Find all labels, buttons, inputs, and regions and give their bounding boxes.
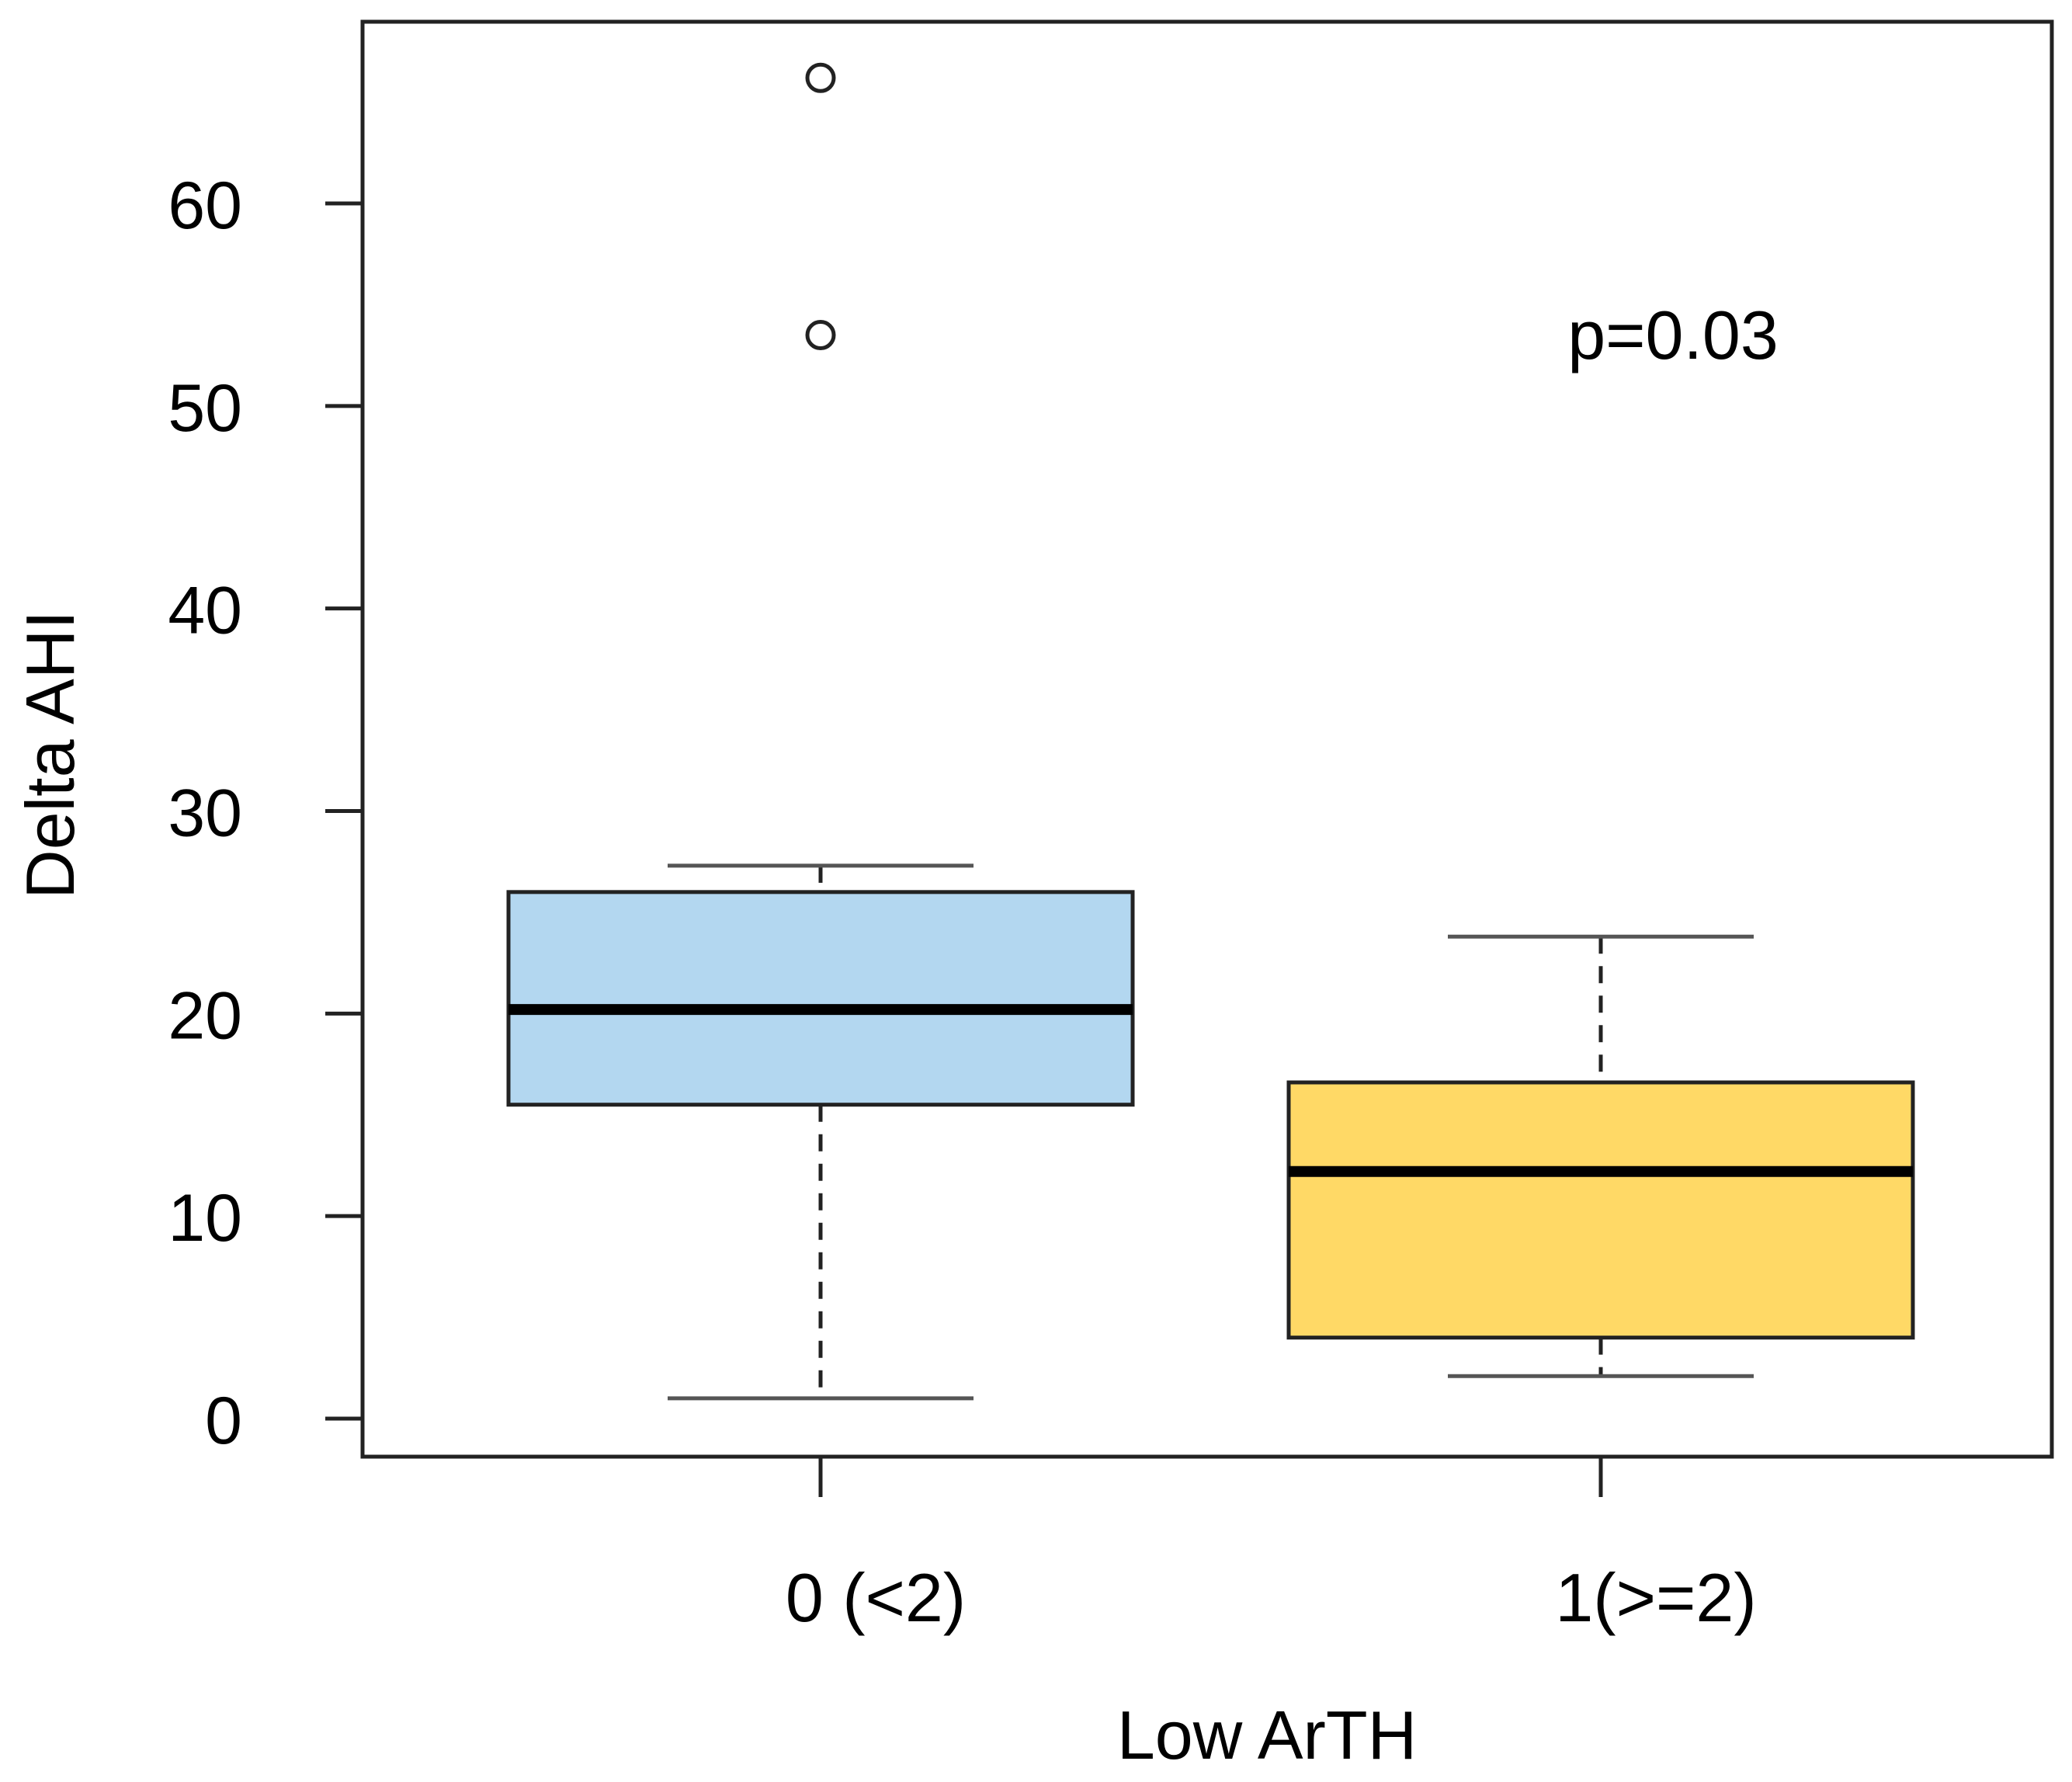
boxes-layer	[506, 62, 1915, 1401]
y-tick-label: 20	[168, 978, 242, 1053]
p-value-annotation: p=0.03	[1567, 297, 1779, 373]
outlier-point	[805, 62, 836, 93]
y-tick-label: 30	[168, 776, 242, 851]
y-tick-label: 60	[168, 168, 242, 243]
iqr-box	[506, 890, 1135, 1107]
iqr-box	[1286, 1080, 1915, 1340]
y-tick-label: 40	[168, 574, 242, 648]
x-axis-title: Low ArTH	[1117, 1697, 1417, 1773]
box-group	[506, 62, 1135, 1401]
y-tick-label: 50	[168, 371, 242, 446]
y-tick-label: 10	[168, 1181, 242, 1256]
outlier-point	[805, 320, 836, 351]
x-tick-label: 0 (<2)	[786, 1559, 966, 1636]
y-axis: 0 10 20 30 40 50 60	[168, 168, 363, 1458]
x-tick-label: 1(>=2)	[1555, 1559, 1756, 1636]
y-axis-title: Delta AHI	[12, 610, 89, 899]
y-tick-label: 0	[205, 1384, 242, 1458]
box-group	[1286, 934, 1915, 1378]
x-axis: 0 (<2) 1(>=2)	[786, 1457, 1757, 1636]
plot-frame	[360, 19, 2054, 1459]
